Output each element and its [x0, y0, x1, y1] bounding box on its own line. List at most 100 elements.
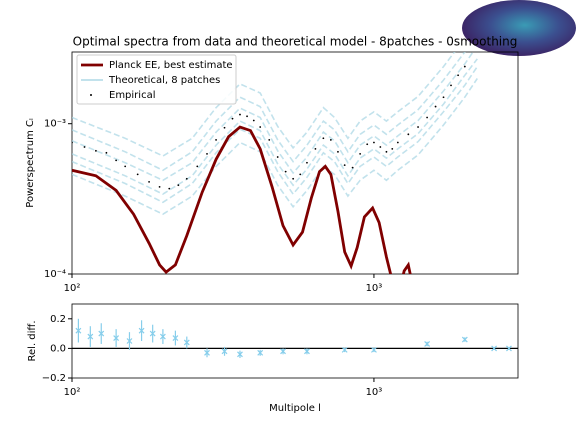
empirical-point	[231, 117, 234, 120]
empirical-point	[168, 187, 171, 190]
x-tick-label: 10³	[366, 283, 383, 294]
empirical-point	[396, 141, 399, 144]
theory-curve	[72, 52, 474, 182]
y-tick-label: 0.2	[50, 314, 66, 325]
residual-point	[138, 327, 145, 334]
empirical-point	[276, 156, 279, 158]
empirical-point	[299, 173, 302, 176]
empirical-point	[359, 152, 362, 155]
y-axis-label: Rel. diff.	[27, 321, 38, 362]
empirical-point	[463, 65, 466, 68]
empirical-point	[322, 137, 325, 140]
residual-point	[75, 327, 82, 334]
empirical-point	[337, 150, 339, 153]
y-axis-label: Powerspectrum Cₗ	[25, 118, 36, 208]
y-tick-label: 0.0	[50, 343, 66, 354]
residual-point	[280, 348, 286, 355]
empirical-point	[366, 143, 369, 146]
empirical-point	[105, 151, 108, 154]
empirical-point	[314, 147, 317, 150]
empirical-point	[72, 141, 73, 144]
empirical-point	[373, 141, 375, 144]
empirical-point	[329, 139, 332, 141]
residual-point	[149, 330, 156, 337]
empirical-point	[379, 146, 382, 148]
empirical-point	[124, 165, 127, 168]
empirical-point	[417, 126, 419, 128]
residual-point	[506, 345, 512, 352]
legend: Planck EE, best estimate Theoretical, 8 p…	[76, 54, 237, 105]
empirical-point	[115, 159, 118, 162]
empirical-point	[246, 115, 248, 118]
chart-title: Optimal spectra from data and theoretica…	[73, 35, 518, 49]
residual-point	[159, 333, 166, 340]
plot-content	[72, 52, 478, 274]
residual-point	[221, 348, 228, 355]
sky-map	[462, 0, 576, 56]
empirical-point	[343, 164, 346, 167]
empirical-point	[136, 173, 139, 176]
empirical-point	[434, 105, 437, 108]
empirical-point	[206, 152, 208, 155]
residual-point	[341, 346, 348, 353]
legend-swatch	[90, 94, 92, 96]
empirical-point	[450, 84, 452, 87]
empirical-point	[426, 116, 429, 119]
x-tick-label: 10²	[64, 283, 81, 294]
y-tick-label: 10⁻⁴	[44, 269, 66, 280]
empirical-point	[284, 170, 287, 173]
y-tick-label: 10⁻³	[44, 119, 66, 130]
x-tick-label: 10²	[64, 387, 81, 398]
legend-label: Theoretical, 8 patches	[108, 75, 220, 86]
residual-point	[461, 336, 468, 343]
residual-point	[113, 335, 120, 341]
empirical-point	[239, 113, 241, 116]
empirical-point	[158, 185, 161, 188]
residual-point	[126, 338, 133, 344]
planck-curve	[72, 125, 412, 274]
residual-point	[491, 345, 498, 352]
legend-box	[76, 54, 237, 105]
legend-label: Empirical	[109, 90, 155, 101]
theory-curve	[72, 52, 466, 172]
empirical-point	[95, 149, 97, 152]
empirical-point	[268, 139, 271, 141]
x-tick-label: 10³	[366, 387, 383, 398]
empirical-point	[252, 119, 255, 122]
empirical-point	[196, 165, 199, 168]
empirical-point	[215, 139, 217, 141]
theory-curve	[72, 58, 478, 196]
residual-point	[424, 341, 431, 347]
residual-point	[172, 335, 179, 341]
empirical-point	[385, 150, 388, 153]
empirical-point	[442, 96, 445, 99]
residual-point	[304, 348, 310, 355]
empirical-point	[148, 181, 150, 183]
empirical-point	[177, 184, 180, 187]
empirical-point	[223, 126, 226, 129]
empirical-point	[457, 74, 460, 77]
legend-label: Planck EE, best estimate	[109, 60, 233, 71]
empirical-point	[185, 177, 188, 180]
y-tick-label: −0.2	[42, 373, 66, 384]
residual-point	[98, 330, 105, 337]
empirical-point	[407, 133, 410, 136]
empirical-point	[292, 177, 295, 180]
residual-point	[183, 339, 190, 346]
empirical-point	[259, 126, 262, 128]
empirical-point	[83, 146, 86, 148]
theory-curve	[72, 52, 456, 157]
theory-curve	[72, 66, 478, 204]
plot-area	[71, 303, 519, 379]
empirical-point	[306, 161, 308, 164]
empirical-point	[391, 147, 394, 150]
residual-point	[237, 351, 243, 358]
residual-point	[204, 349, 210, 356]
residual-point	[371, 346, 377, 353]
plot-area	[71, 51, 519, 275]
residual-point	[257, 349, 264, 356]
x-axis-label: Multipole l	[269, 403, 321, 414]
empirical-point	[351, 166, 354, 169]
